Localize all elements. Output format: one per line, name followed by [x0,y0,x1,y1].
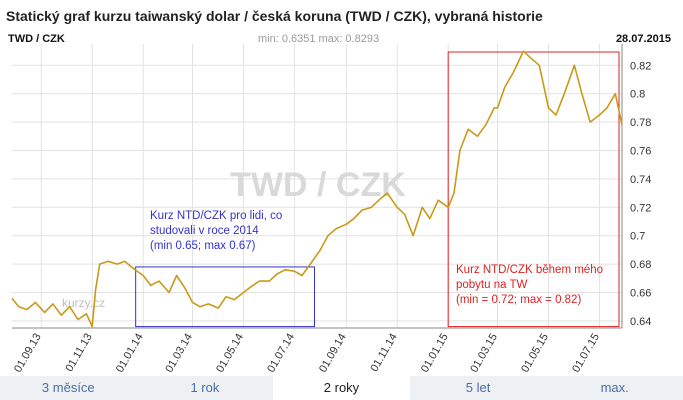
y-tick-label: 0.7 [630,231,645,243]
annotation-text-2014: (min 0.65; max 0.67) [150,240,256,252]
x-tick-label: 01.03.14 [163,332,195,375]
tab-max[interactable]: max. [600,380,629,395]
y-tick-label: 0.78 [630,117,651,129]
period-tabs: 3 měsíce 1 rok 2 roky 5 let max. [0,376,683,400]
currency-pair-label: TWD / CZK [8,33,65,45]
x-tick-label: 01.11.13 [63,332,94,374]
x-tick-label: 01.01.15 [419,332,451,375]
y-tick-label: 0.64 [630,316,651,328]
y-tick-label: 0.74 [630,174,651,186]
tab-2-years[interactable]: 2 roky [273,376,410,400]
annotation-box-taiwan [447,51,620,328]
x-tick-label: 01.01.14 [114,332,146,375]
current-date-label: 28.07.2015 [615,33,671,45]
annotation-text-taiwan: (min = 0.72; max = 0.82) [456,294,581,306]
x-tick-label: 01.11.14 [368,332,399,374]
y-tick-label: 0.76 [630,146,651,158]
y-tick-label: 0.72 [630,202,651,214]
x-tick-label: 01.05.15 [519,332,551,375]
annotation-text-2014: Kurz NTD/CZK pro lidi, co [150,210,282,222]
x-tick-label: 01.09.13 [12,332,44,375]
chart-title: Statický graf kurzu taiwanský dolar / če… [6,8,543,24]
tab-5-years[interactable]: 5 let [465,380,491,395]
exchange-rate-chart: 0.64 0.66 0.68 0.7 0.72 0.74 0.76 0.78 0.8 0.82 01… [11,44,651,375]
y-tick-label: 0.68 [630,259,651,271]
annotation-text-taiwan: pobytu na TW [456,279,528,291]
y-tick-label: 0.82 [630,60,651,72]
x-tick-label: 01.05.14 [214,332,246,375]
annotation-box-2014 [135,266,315,328]
x-tick-label: 01.09.14 [317,332,349,375]
y-tick-label: 0.66 [630,288,651,300]
series-line [11,50,623,328]
x-tick-label: 01.03.15 [468,332,500,375]
x-tick-label: 01.07.14 [265,332,297,375]
min-max-label: min: 0.6351 max: 0.8293 [258,33,380,45]
annotation-text-2014: studovali v roce 2014 [150,225,259,237]
chart-watermark: TWD / CZK [230,166,406,204]
tab-3-months[interactable]: 3 měsíce [41,380,95,395]
y-tick-label: 0.8 [630,89,645,101]
tab-1-year[interactable]: 1 rok [190,380,220,395]
annotation-text-taiwan: Kurz NTD/CZK během mého [456,264,603,276]
x-tick-label: 01.07.15 [570,332,602,375]
